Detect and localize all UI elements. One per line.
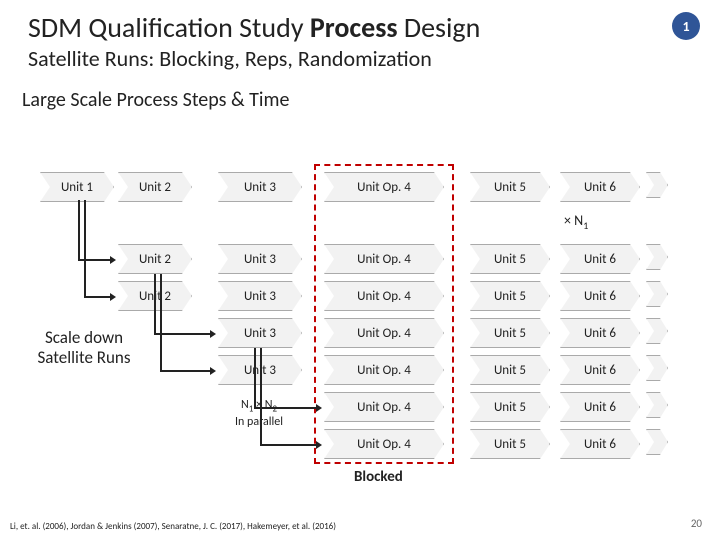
process-chevron: Unit 6 <box>560 392 640 422</box>
process-chevron: Unit 5 <box>470 355 550 385</box>
continuation-chevron <box>646 281 668 307</box>
process-chevron: Unit 6 <box>560 281 640 311</box>
process-chevron: Unit 6 <box>560 355 640 385</box>
process-chevron: Unit 3 <box>218 244 302 274</box>
process-chevron: Unit Op. 4 <box>324 392 444 422</box>
continuation-chevron <box>646 355 668 381</box>
section-heading: Large Scale Process Steps & Time <box>0 76 720 118</box>
process-chevron: Unit 6 <box>560 318 640 348</box>
slide-subtitle: Satellite Runs: Blocking, Reps, Randomiz… <box>28 45 720 72</box>
process-chevron: Unit 5 <box>470 244 550 274</box>
process-chevron: Unit 6 <box>560 429 640 459</box>
continuation-chevron <box>646 172 668 198</box>
connector-arrow <box>254 407 320 409</box>
parallel-label: N1 × N2 In parallel <box>224 398 294 430</box>
slide-badge: 1 <box>672 12 700 40</box>
process-chevron: Unit 5 <box>470 429 550 459</box>
process-chevron: Unit 5 <box>470 281 550 311</box>
connector-line <box>84 200 86 297</box>
process-chevron: Unit 1 <box>40 172 114 202</box>
connector-line <box>160 274 162 371</box>
process-chevron: Unit 5 <box>470 318 550 348</box>
continuation-chevron <box>646 244 668 270</box>
process-chevron: Unit 3 <box>218 172 302 202</box>
process-chevron: Unit 2 <box>118 172 192 202</box>
process-chevron: Unit 5 <box>470 392 550 422</box>
connector-arrow <box>154 333 214 335</box>
process-chevron: Unit Op. 4 <box>324 318 444 348</box>
process-chevron: Unit 6 <box>560 244 640 274</box>
slide-number: 20 <box>691 517 702 530</box>
n1-multiplier-label: × N1 <box>564 212 588 232</box>
connector-line <box>260 348 262 445</box>
blocked-label: Blocked <box>354 468 403 486</box>
process-chevron: Unit Op. 4 <box>324 172 444 202</box>
continuation-chevron <box>646 318 668 344</box>
process-chevron: Unit Op. 4 <box>324 244 444 274</box>
process-chevron: Unit Op. 4 <box>324 281 444 311</box>
continuation-chevron <box>646 429 668 455</box>
citation: Li, et. al. (2006), Jordan & Jenkins (20… <box>10 521 336 532</box>
process-chevron: Unit 5 <box>470 172 550 202</box>
connector-arrow <box>84 296 114 298</box>
process-chevron: Unit 2 <box>118 244 192 274</box>
process-chevron: Unit 6 <box>560 172 640 202</box>
connector-line <box>78 200 80 260</box>
scale-down-label: Scale downSatellite Runs <box>24 328 144 367</box>
process-chevron: Unit Op. 4 <box>324 429 444 459</box>
connector-arrow <box>260 444 320 446</box>
connector-line <box>254 348 256 408</box>
process-chevron: Unit 3 <box>218 318 302 348</box>
connector-arrow <box>160 370 214 372</box>
connector-line <box>154 274 156 334</box>
continuation-chevron <box>646 392 668 418</box>
process-chevron: Unit Op. 4 <box>324 355 444 385</box>
process-chevron: Unit 3 <box>218 281 302 311</box>
slide-title: SDM Qualification Study Process Design <box>28 10 720 45</box>
